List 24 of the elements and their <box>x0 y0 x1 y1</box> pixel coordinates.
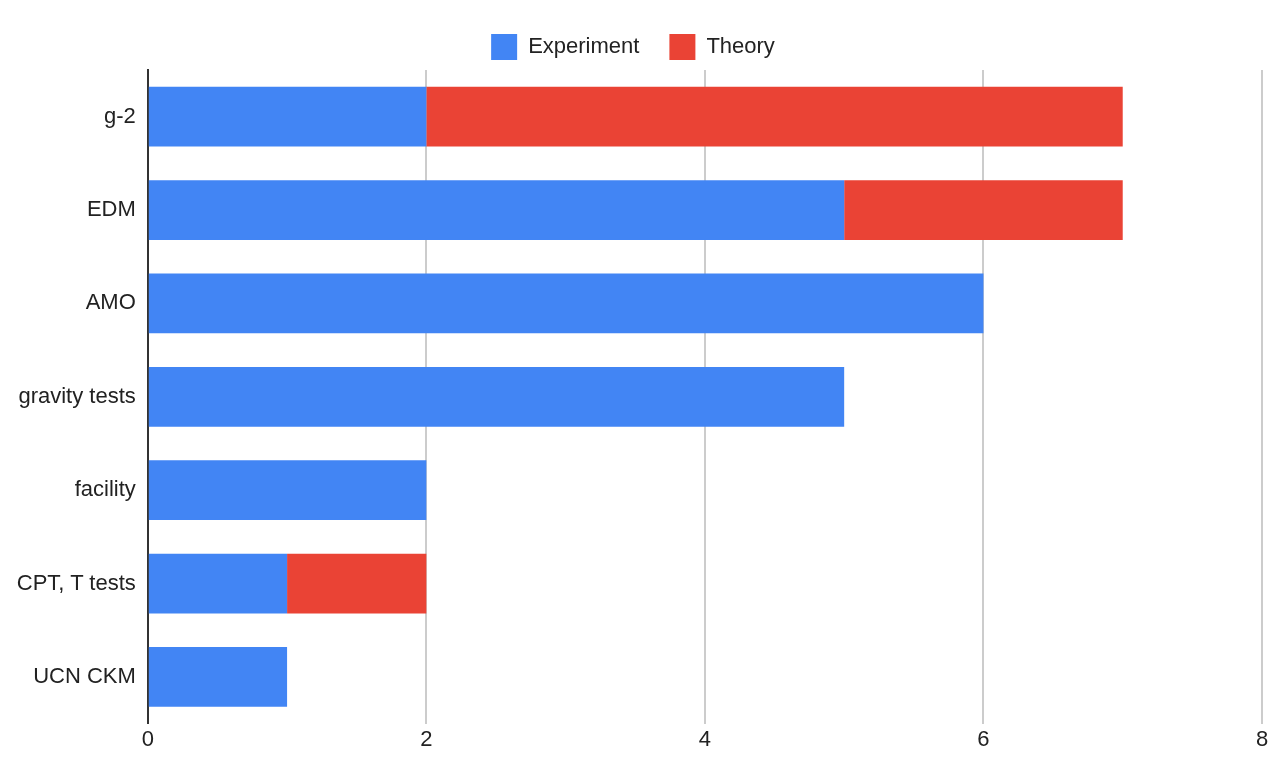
bar <box>148 86 427 147</box>
bar <box>148 366 845 427</box>
y-tick-label: CPT, T tests <box>16 569 136 595</box>
y-tick-label: UCN CKM <box>33 662 136 688</box>
y-tick-label: EDM <box>86 196 136 222</box>
bar <box>844 180 1123 240</box>
bar <box>426 86 1123 147</box>
bar <box>148 553 288 614</box>
bar <box>148 273 984 334</box>
bar <box>148 180 845 240</box>
x-tick-label: 8 <box>1255 725 1269 751</box>
y-tick-label: g-2 <box>104 102 136 128</box>
y-tick-label: AMO <box>85 289 136 315</box>
legend-label: Theory <box>706 33 775 59</box>
x-tick-label: 2 <box>420 725 433 751</box>
bar <box>148 647 288 707</box>
x-tick-label: 0 <box>141 725 154 751</box>
legend-label: Experiment <box>528 33 640 59</box>
bar <box>148 460 427 521</box>
bar <box>287 553 427 614</box>
x-tick-label: 4 <box>698 725 712 751</box>
y-tick-label: gravity tests <box>18 382 136 408</box>
y-tick-label: facility <box>74 476 136 502</box>
x-tick-label: 6 <box>977 725 990 751</box>
